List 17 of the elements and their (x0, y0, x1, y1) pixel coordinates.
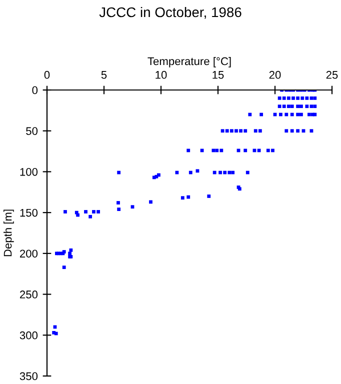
y-tick-label: 100 (20, 168, 38, 176)
y-tick-label: 50 (26, 127, 38, 135)
x-tick-label: 0 (44, 70, 50, 79)
x-tick-label: 15 (212, 71, 224, 79)
x-tick-label: 10 (156, 70, 167, 79)
y-tick-label: 350 (20, 372, 38, 380)
x-tick-label: 20 (269, 70, 281, 79)
y-tick-label: 300 (20, 331, 38, 340)
y-tick-label: 250 (20, 290, 38, 298)
y-tick-label: 200 (20, 250, 38, 258)
x-tick-label: 5 (101, 71, 107, 79)
y-tick-label: 0 (32, 86, 38, 94)
x-axis-title: Temperature [°C] (148, 57, 231, 68)
y-axis-title: Depth [m] (4, 210, 14, 256)
y-tick-label: 150 (20, 208, 38, 217)
x-tick-label: 25 (326, 70, 338, 79)
chart-title: JCCC in October, 1986 (99, 6, 242, 19)
